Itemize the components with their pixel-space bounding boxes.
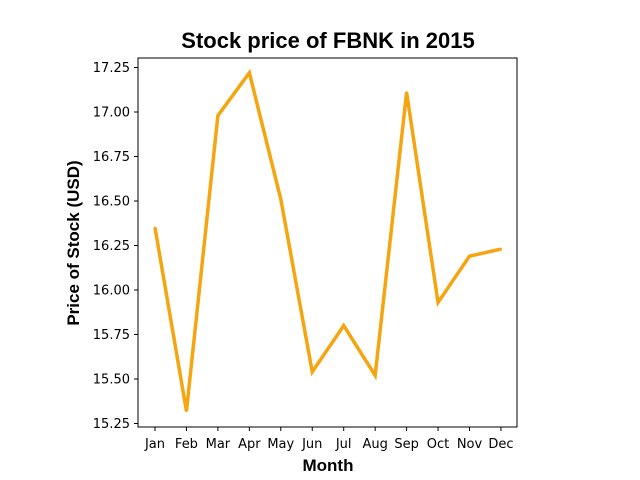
data-point <box>342 324 345 327</box>
y-tick-label: 16.50 <box>93 195 130 210</box>
x-tick-label: Apr <box>238 437 261 452</box>
x-tick-label: Oct <box>427 437 449 452</box>
y-tick-label: 15.50 <box>93 373 130 388</box>
data-point <box>468 254 471 258</box>
x-tick-label: Mar <box>206 437 231 452</box>
x-tick-label: Aug <box>362 437 387 452</box>
y-tick-label: 17.25 <box>93 61 130 76</box>
x-tick-label: Jul <box>335 437 352 452</box>
data-points <box>153 71 503 413</box>
x-axis-label: Month <box>303 456 354 475</box>
x-tick-label: Sep <box>394 437 419 452</box>
data-point <box>311 370 314 374</box>
data-point <box>153 226 157 229</box>
y-tick-label: 16.75 <box>93 150 130 165</box>
x-tick-label: May <box>267 437 294 452</box>
data-point <box>216 114 220 117</box>
x-tick-label: Jan <box>144 437 165 452</box>
x-tick-label: Dec <box>488 437 513 452</box>
y-tick-label: 16.00 <box>93 284 130 299</box>
plot-frame <box>137 57 518 428</box>
x-tick-label: Feb <box>175 437 198 452</box>
y-tick-label: 15.25 <box>93 417 130 432</box>
x-tick-label: Jun <box>301 437 322 452</box>
y-axis-label: Price of Stock (USD) <box>64 160 83 325</box>
y-tick-label: 16.25 <box>93 239 130 254</box>
data-point <box>436 301 440 304</box>
data-point <box>185 409 188 413</box>
y-tick-label: 17.00 <box>93 106 130 121</box>
plot-area: 15.25 15.50 15.75 16.00 16.25 16.50 16.75 17.00… <box>93 57 518 452</box>
data-point <box>499 247 503 251</box>
y-axis: 15.25 15.50 15.75 16.00 16.25 16.50 16.75 17.00… <box>93 61 138 432</box>
data-point <box>405 91 408 94</box>
x-tick-label: Nov <box>457 437 483 452</box>
y-tick-label: 15.75 <box>93 328 130 343</box>
data-point <box>373 374 377 377</box>
chart-title: Stock price of FBNK in 2015 <box>181 28 474 53</box>
data-point <box>248 71 251 75</box>
x-axis: Jan Feb Mar Apr May Jun Jul Aug Sep Oct Nov Dec <box>144 427 514 452</box>
series-line <box>153 68 502 412</box>
data-point <box>279 198 282 201</box>
